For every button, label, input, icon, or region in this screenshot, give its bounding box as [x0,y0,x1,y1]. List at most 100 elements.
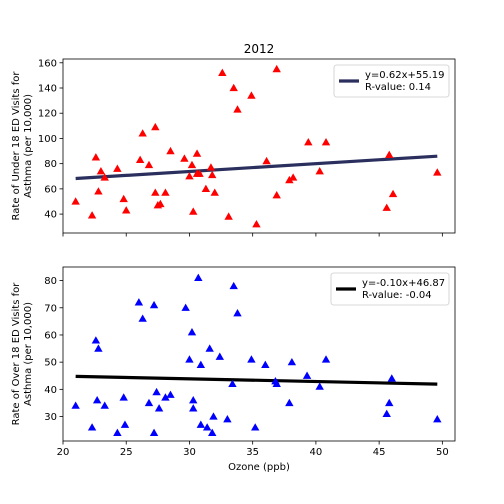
scatter-point [304,138,313,146]
scatter-point [156,199,165,208]
scatter-point [229,281,238,290]
scatter-point [138,129,147,137]
scatter-point [87,423,97,431]
scatter-point [233,105,242,113]
y-tick-label: 140 [38,84,57,95]
legend-label: y=0.62x+55.19 R-value: 0.14 [365,70,445,93]
y-axis-label: Rate of Over 18 ED Visits forAsthma (per… [11,282,34,426]
regression-line [75,374,438,386]
scatter-point [113,164,122,172]
scatter-point [315,167,324,175]
scatter-point [385,150,394,158]
x-axis-label: Ozone (ppb) [228,462,290,473]
scatter-point [218,68,227,77]
scatter-point [94,187,103,195]
scatter-point [433,168,442,176]
scatter-point [189,404,198,412]
scatter-point [113,428,122,436]
scatter-point [166,390,175,398]
y-tick-label: 40 [44,210,57,221]
scatter-point [152,387,161,396]
scatter-point [119,393,128,401]
scatter-point [181,303,190,311]
scatter-point [388,189,398,198]
scatter-point [285,175,294,184]
scatter-point [189,396,198,404]
y-axis-label-text: Rate of Over 18 ED Visits forAsthma (per… [11,282,34,426]
scatter-point [189,207,198,215]
scatter-point [138,314,147,322]
scatter-point [302,371,312,379]
scatter-point [196,420,206,428]
scatter-point [288,173,298,181]
scatter-point [251,423,260,431]
scatter-point [272,379,281,388]
scatter-point [206,163,216,171]
scatter-point [194,273,203,282]
scatter-point [229,83,238,92]
scatter-point [233,309,242,317]
scatter-point [262,156,271,165]
scatter-point [321,138,331,146]
scatter-point [208,428,217,436]
scatter-point [87,211,97,219]
y-axis-label: Rate of Under 18 ED Visits forAsthma (pe… [11,71,34,221]
scatter-point [161,393,170,401]
scatter-point [119,194,128,203]
y-tick-label: 50 [44,358,57,369]
scatter-point [228,379,237,388]
scatter-point [187,160,197,169]
scatter-point [96,167,106,175]
scatter-point [144,398,154,407]
regression-line [75,154,438,181]
scatter-point [100,401,109,409]
legend-box [333,64,450,98]
scatter-point [224,212,233,220]
scatter-point [196,360,206,369]
y-tick-label: 80 [44,159,57,170]
scatter-point [202,423,212,431]
scatter-point [161,188,170,196]
scatter-point [187,328,197,336]
scatter-point [261,360,270,369]
scatter-point [195,169,204,177]
chart-panel-2: 20 25 30 35 40 45 50 30 40 50 60 70 80 Ozone (ppb) Rat… [11,266,456,473]
scatter-point [166,146,175,155]
scatter-point [272,64,281,73]
scatter-point [149,428,159,436]
scatter-point [210,188,219,196]
scatter-point [192,149,202,157]
legend-box [330,272,450,306]
scatter-point [71,401,80,409]
scatter-point [272,190,281,199]
y-tick-label: 40 [44,385,57,396]
scatter-point [208,170,217,179]
scatter-point [285,398,294,407]
scatter-point [385,398,394,407]
x-tick-label: 50 [436,447,449,458]
scatter-point [180,154,189,162]
scatter-point [382,409,391,417]
scatter-point [92,396,102,404]
scatter-point [151,188,160,196]
scatter-point [135,155,145,164]
scatter-point [122,206,131,214]
scatter-point [100,173,109,181]
x-tick-label: 30 [183,447,196,458]
scatter-point [223,415,232,423]
chart-title: 2012 [244,42,275,56]
scatter-point [287,357,297,366]
scatter-point [94,344,103,352]
scatter-point [433,415,442,423]
y-tick-label: 160 [38,58,57,69]
legend-label: y=-0.10x+46.87 R-value: -0.04 [362,278,445,301]
scatter-point [134,298,144,306]
x-tick-label: 25 [120,447,133,458]
scatter-point [247,91,256,99]
scatter-point [144,160,154,169]
y-tick-label: 120 [38,109,57,120]
scatter-point [71,197,80,205]
y-tick-label: 70 [44,303,57,314]
y-tick-label: 30 [44,412,57,423]
